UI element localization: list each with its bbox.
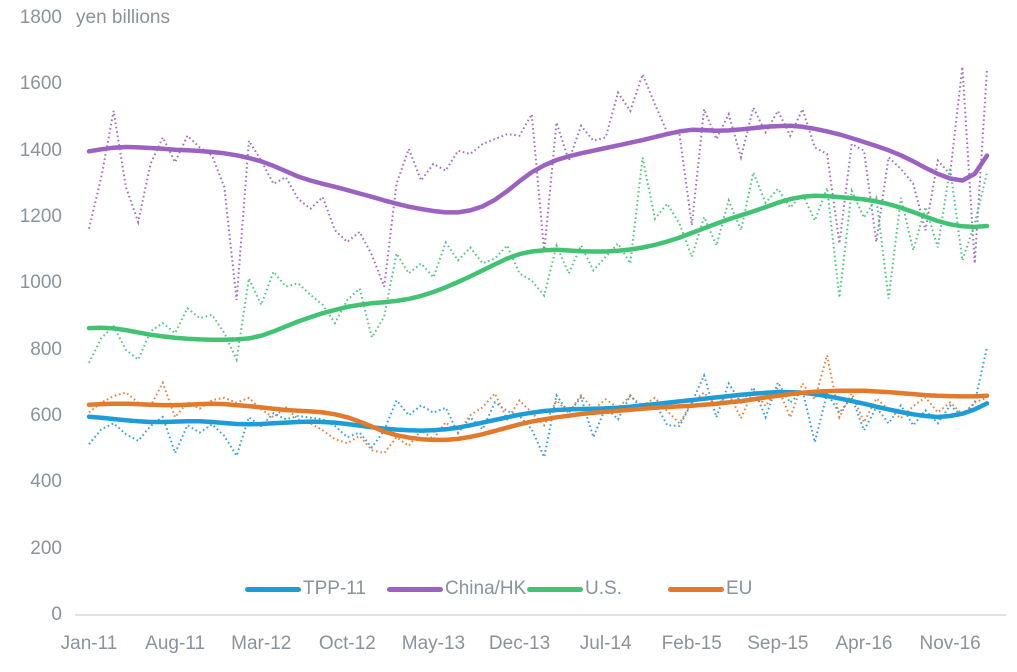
x-axis-tick-label: Apr-16 [835,633,893,654]
legend-item-eu: EU [668,578,753,599]
x-axis-tick-label: Feb-15 [661,633,722,654]
y-axis-tick-label: 1000 [19,272,62,294]
x-axis-tick-label: Mar-12 [231,633,292,654]
y-axis-tick-label: 1400 [19,139,62,161]
y-axis-tick-label: 400 [30,471,62,493]
china-hk-monthly-line [88,66,988,301]
y-axis-tick-label: 0 [51,604,62,625]
legend-swatch-us [527,586,583,592]
x-axis-tick-label: Nov-16 [919,633,981,654]
x-axis-tick-label: Jul-14 [579,633,632,654]
tpp-11-monthly-line [88,347,988,461]
eu-trend-line [86,388,990,443]
legend-item-us: U.S. [527,578,622,599]
legend-label-china-hk: China/HK [445,578,527,599]
x-axis-tick-label: Dec-13 [488,633,551,654]
legend-item-tpp-11: TPP-11 [245,578,367,599]
y-axis-tick-label: 800 [30,338,62,360]
x-axis-tick-label: Aug-11 [145,633,206,654]
x-axis-tick-label: Jan-11 [60,633,118,654]
legend-item-china-hk: China/HK [387,578,527,599]
u-s-monthly-line [88,157,988,364]
legend-label-eu: EU [726,578,753,599]
legend-swatch-tpp-11 [245,586,301,592]
legend-swatch-china-hk [387,586,443,592]
legend-label-tpp-11: TPP-11 [303,578,367,599]
china-hk-trend-line [86,123,990,215]
y-axis-tick-label: 600 [30,405,62,426]
y-axis-tick-label: 1600 [19,73,62,95]
y-axis-unit-label: yen billions [76,7,170,28]
x-axis-tick-label: Oct-12 [318,633,376,654]
x-axis-tick-label: May-13 [401,633,466,654]
tpp-11-trend-line [86,389,990,433]
u-s-trend-line [86,193,990,342]
y-axis-tick-label: 1200 [19,206,62,227]
y-axis-tick-label: 1800 [19,7,62,28]
y-axis-tick-label: 200 [30,537,62,559]
x-axis-tick-label: Sep-15 [747,633,809,654]
legend-label-us: U.S. [585,578,622,599]
legend-swatch-eu [668,586,724,592]
